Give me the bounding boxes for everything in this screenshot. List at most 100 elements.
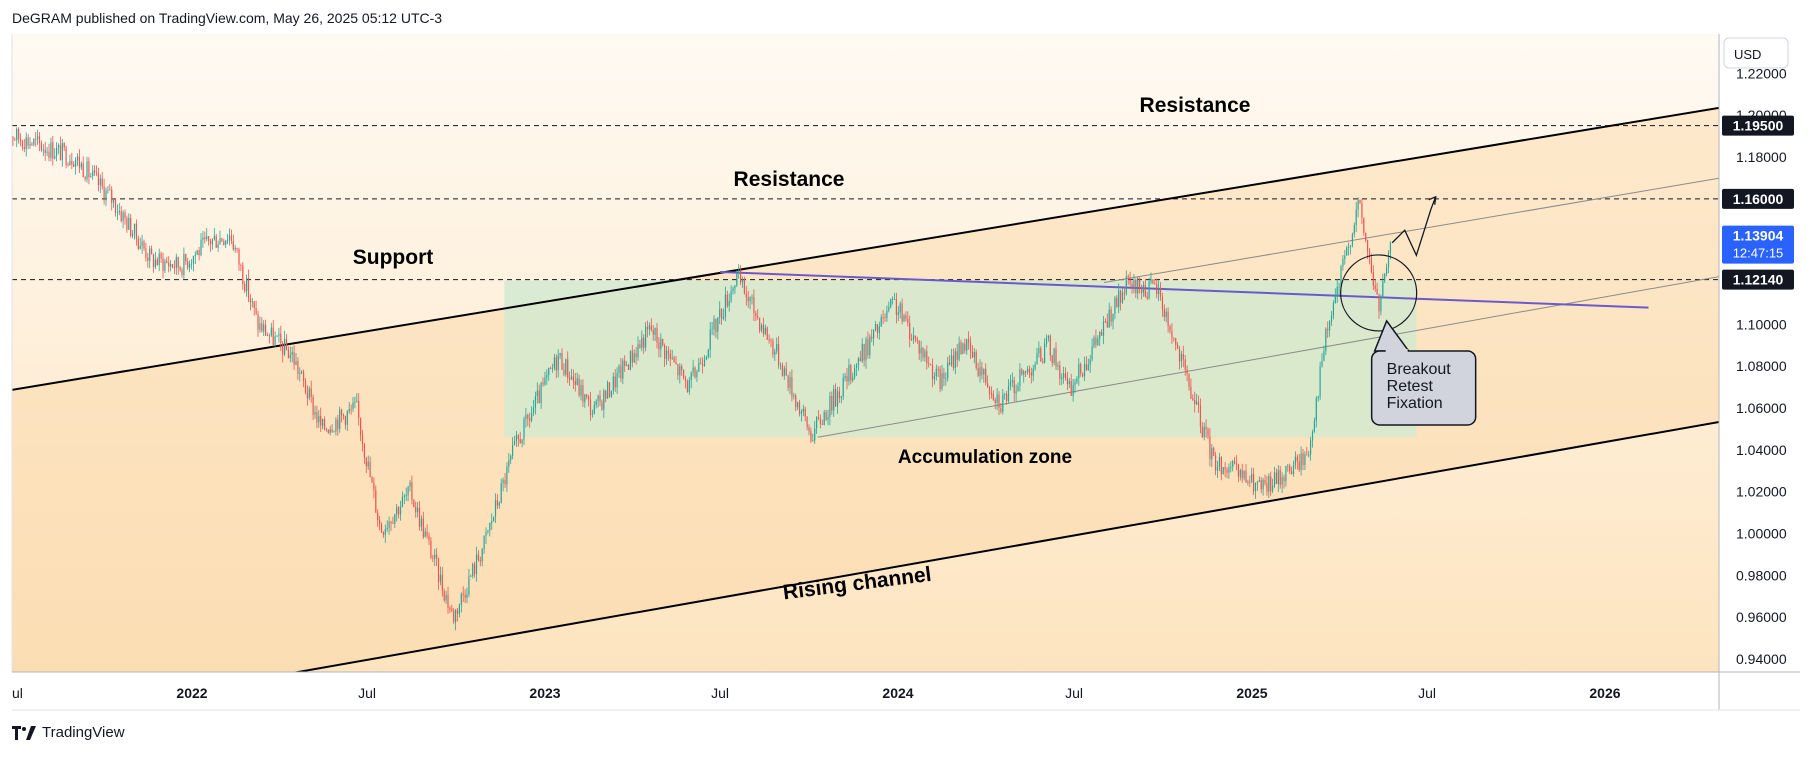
candle-body — [206, 236, 208, 240]
candle-body — [468, 576, 470, 595]
candle-body — [1068, 381, 1070, 385]
candle — [263, 320, 265, 336]
candle — [1142, 281, 1145, 297]
candle — [325, 427, 328, 432]
candle-body — [1281, 477, 1283, 485]
candle-body — [276, 335, 278, 337]
candle — [122, 210, 124, 229]
candle — [1300, 446, 1302, 476]
candle — [312, 394, 314, 421]
candle — [198, 247, 200, 261]
candle-body — [523, 419, 525, 440]
inner-channel-lower — [817, 276, 1719, 438]
candle — [124, 209, 126, 225]
candle-body — [42, 149, 44, 151]
candle — [37, 129, 39, 145]
candle — [962, 342, 964, 355]
candle-body — [1321, 361, 1323, 367]
candle — [584, 394, 586, 408]
candle-body — [679, 366, 681, 376]
candle — [724, 286, 727, 322]
candle-body — [871, 336, 873, 339]
candle-body — [1015, 390, 1017, 394]
candle — [322, 418, 324, 430]
candle — [654, 327, 656, 342]
candle-body — [1372, 272, 1374, 286]
candle-body — [1023, 371, 1025, 375]
candle-body — [481, 549, 483, 562]
candle-body — [50, 142, 52, 158]
candle — [1178, 345, 1181, 370]
candle — [363, 442, 366, 464]
candle-body — [190, 263, 193, 265]
candle — [806, 416, 808, 431]
candle-body — [1215, 455, 1217, 471]
candle-body — [303, 371, 305, 381]
candle — [510, 454, 512, 464]
candle-body — [1123, 292, 1126, 294]
candle-body — [149, 248, 151, 261]
candle — [1150, 272, 1152, 285]
candle-body — [1085, 364, 1088, 371]
candle-body — [145, 248, 147, 258]
candle-body — [291, 352, 293, 355]
candle — [97, 167, 100, 192]
candle-body — [671, 357, 673, 359]
candle — [432, 554, 434, 563]
candle-body — [453, 610, 455, 623]
candle — [779, 362, 782, 370]
candle-body — [441, 574, 443, 591]
candle — [477, 550, 480, 562]
candle-body — [694, 367, 696, 378]
candle-body — [67, 164, 69, 166]
candle-body — [589, 399, 592, 415]
candle-body — [1150, 279, 1152, 282]
candle — [493, 516, 495, 522]
candle-body — [221, 238, 223, 242]
candle — [599, 390, 601, 406]
candle — [1342, 254, 1344, 271]
candle — [369, 456, 371, 478]
candle — [348, 402, 350, 414]
candle-body — [779, 364, 782, 366]
candle-body — [964, 343, 966, 351]
candle — [61, 138, 63, 167]
candle — [1091, 338, 1093, 362]
candle — [1082, 372, 1084, 378]
candle — [221, 237, 223, 243]
candle-body — [893, 299, 896, 300]
candle — [373, 477, 375, 499]
candle-body — [745, 294, 747, 298]
footer-brand[interactable]: TradingView — [12, 724, 125, 741]
candle — [551, 363, 554, 373]
candle-body — [168, 262, 170, 267]
candle-body — [852, 377, 854, 381]
candle-body — [1365, 233, 1367, 241]
candle — [10, 135, 11, 143]
candle — [582, 379, 584, 407]
candle — [698, 358, 700, 373]
candle-body — [113, 199, 115, 203]
candle — [607, 380, 609, 399]
candle — [133, 223, 136, 240]
candle — [664, 343, 666, 367]
candle-body — [287, 349, 290, 359]
candle-body — [513, 440, 516, 446]
candle-body — [14, 139, 16, 141]
candle-body — [1021, 369, 1023, 375]
candle-body — [821, 423, 823, 425]
candle — [544, 371, 546, 387]
candle — [270, 322, 272, 338]
candle-body — [1285, 466, 1287, 481]
currency-button[interactable]: USD — [1723, 37, 1789, 69]
candle — [517, 434, 519, 447]
candle — [455, 609, 457, 631]
candle — [527, 413, 529, 427]
candle — [542, 377, 544, 387]
candle — [1140, 284, 1143, 300]
candle-body — [567, 359, 569, 378]
candle — [113, 198, 115, 208]
candle — [1015, 384, 1017, 402]
